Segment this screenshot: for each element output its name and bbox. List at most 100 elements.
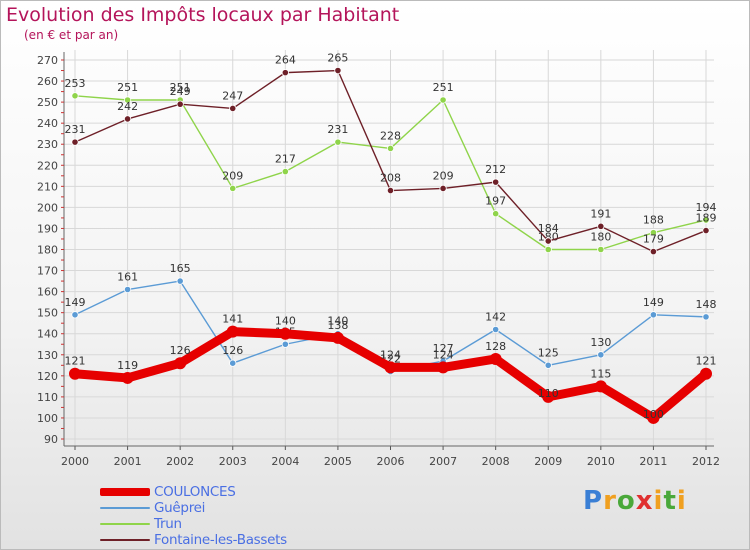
x-tick-label: 2004 (271, 455, 299, 468)
data-point (544, 245, 552, 254)
y-tick-label: 130 (37, 349, 58, 362)
y-tick-label: 270 (37, 54, 58, 67)
data-label: 247 (222, 89, 243, 102)
x-tick-label: 2011 (639, 455, 667, 468)
legend-label: COULONCES (154, 484, 236, 500)
data-label: 130 (590, 336, 611, 349)
data-label: 128 (485, 340, 506, 353)
data-label: 125 (538, 346, 559, 359)
data-label: 212 (485, 163, 506, 176)
data-point (121, 371, 134, 384)
legend-swatch (100, 507, 150, 509)
data-label: 180 (590, 231, 611, 244)
data-label: 126 (170, 344, 191, 357)
data-label: 265 (327, 52, 348, 65)
x-tick-label: 2006 (377, 455, 405, 468)
data-label: 140 (327, 315, 348, 328)
data-point (594, 380, 607, 393)
data-point (71, 92, 79, 100)
y-tick-label: 220 (37, 159, 58, 172)
data-point (229, 184, 237, 193)
data-point (384, 361, 397, 374)
data-point (597, 351, 605, 359)
data-label: 253 (65, 77, 86, 90)
data-point (176, 277, 184, 285)
legend-item: Fontaine-les-Bassets (100, 532, 360, 548)
data-label: 100 (643, 408, 664, 421)
x-tick-label: 2005 (324, 455, 352, 468)
data-label: 110 (538, 387, 559, 400)
data-label: 121 (65, 355, 86, 368)
legend-label: Fontaine-les-Bassets (154, 532, 287, 548)
data-point (439, 96, 447, 104)
data-point (229, 359, 237, 367)
x-tick-label: 2000 (61, 455, 89, 468)
x-tick-label: 2003 (219, 455, 247, 468)
y-tick-label: 190 (37, 222, 58, 235)
y-tick-label: 250 (37, 96, 58, 109)
data-label: 161 (117, 271, 138, 284)
data-label: 231 (65, 123, 86, 136)
x-tick-label: 2007 (429, 455, 457, 468)
legend-swatch (100, 539, 150, 541)
chart-title: Evolution des Impôts locaux par Habitant (6, 4, 400, 26)
data-point (229, 104, 237, 113)
legend-item: COULONCES (100, 484, 360, 500)
data-point (176, 100, 184, 108)
data-point (597, 245, 605, 254)
x-tick-label: 2001 (114, 455, 142, 468)
x-tick-label: 2012 (692, 455, 720, 468)
data-label: 194 (696, 201, 717, 214)
y-tick-label: 150 (37, 307, 58, 320)
y-tick-label: 210 (37, 180, 58, 193)
data-label: 140 (275, 315, 296, 328)
data-label: 189 (696, 212, 717, 225)
data-point (700, 367, 712, 380)
y-tick-label: 120 (37, 370, 58, 383)
legend-label: Trun (154, 516, 182, 532)
data-label: 251 (433, 81, 454, 94)
data-point (281, 69, 289, 77)
data-point (174, 357, 187, 370)
data-point (123, 96, 132, 104)
data-point (226, 325, 239, 338)
data-label: 197 (485, 195, 506, 208)
legend-item: Guêprei (100, 500, 360, 516)
data-label: 217 (275, 153, 296, 166)
data-point (123, 115, 132, 123)
data-point (492, 178, 500, 186)
legend: COULONCES Guêprei Trun Fontaine-les-Bassets (100, 484, 360, 548)
y-tick-label: 100 (37, 412, 58, 425)
data-point (71, 138, 79, 146)
data-point (334, 66, 342, 75)
data-label: 119 (117, 359, 138, 372)
data-label: 264 (275, 54, 296, 67)
data-label: 231 (327, 123, 348, 136)
legend-label: Guêprei (154, 500, 206, 516)
data-label: 209 (222, 169, 243, 182)
proxiti-logo: Proxiti (583, 486, 687, 516)
data-point (649, 311, 658, 319)
data-point (439, 184, 447, 193)
data-label: 141 (222, 313, 243, 326)
data-label: 242 (117, 100, 138, 113)
data-label: 149 (643, 296, 664, 309)
y-tick-label: 160 (37, 286, 58, 299)
data-point (702, 226, 710, 235)
data-point (542, 390, 555, 403)
data-point (702, 313, 710, 321)
y-tick-label: 230 (37, 138, 58, 151)
data-label: 126 (222, 344, 243, 357)
x-tick-label: 2002 (166, 455, 194, 468)
data-label: 124 (433, 348, 454, 361)
data-point (544, 237, 552, 245)
legend-item: Trun (100, 516, 360, 532)
data-label: 251 (117, 81, 138, 94)
data-point (334, 138, 342, 146)
y-tick-label: 90 (44, 433, 58, 446)
data-label: 165 (170, 262, 191, 275)
data-point (649, 248, 658, 256)
data-point (279, 327, 292, 340)
data-label: 115 (590, 367, 611, 380)
